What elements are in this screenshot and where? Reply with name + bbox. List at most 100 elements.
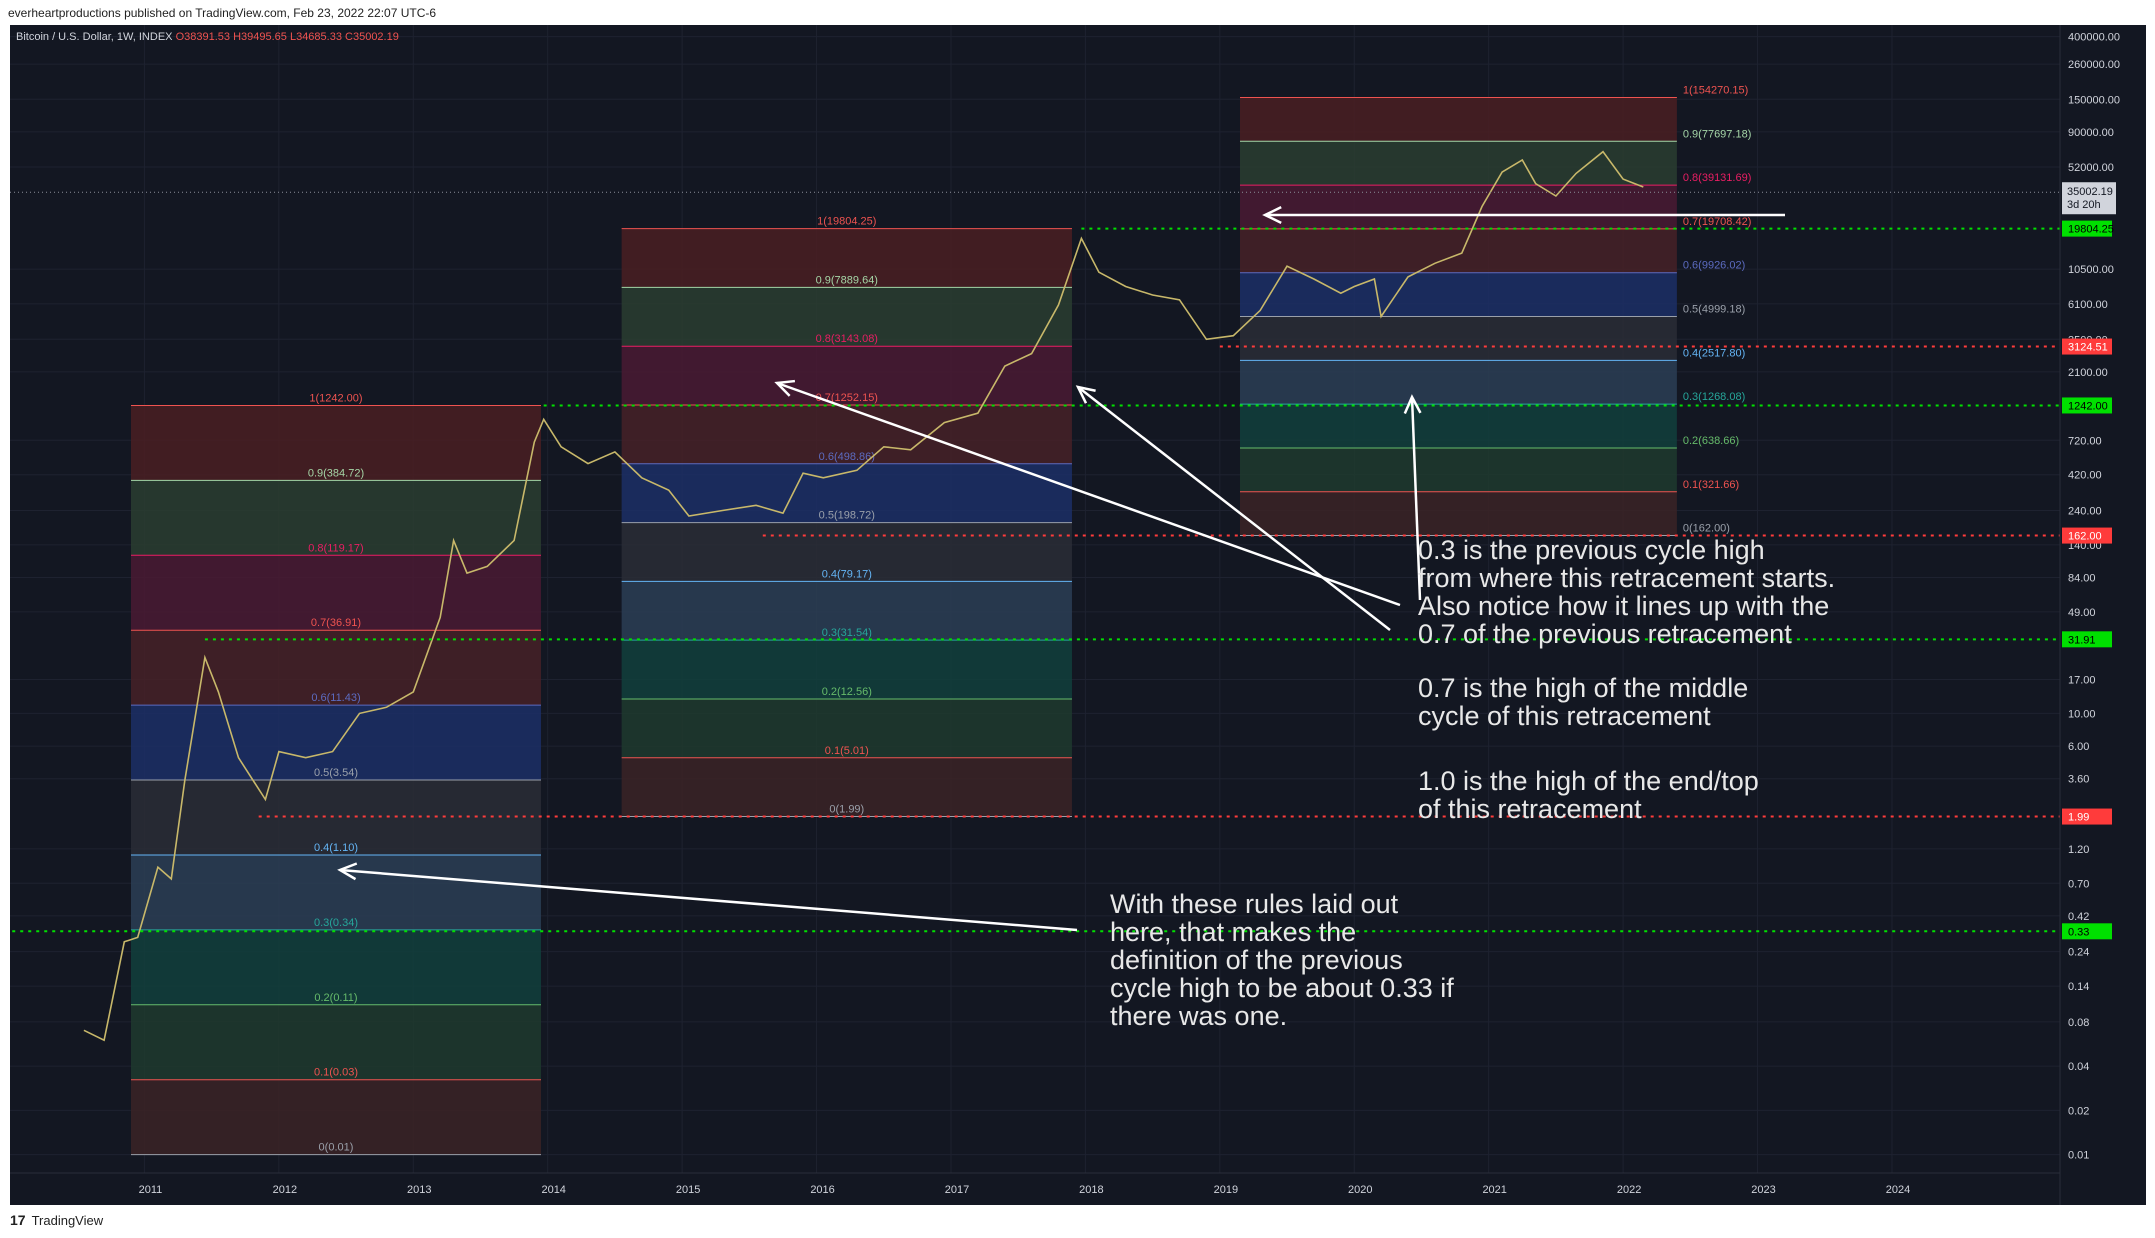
chart-area[interactable]: 0(0.01) 0.1(0.03) 0.2(0.11) 0.3(0.34) 0.4(1.… <box>0 25 2146 1205</box>
price-axis-tick: 90000.00 <box>2068 127 2114 139</box>
price-axis-badge <box>2062 397 2112 414</box>
arrow-shaft <box>339 868 1078 932</box>
price-axis-tick: 720.00 <box>2068 435 2102 447</box>
time-axis-tick: 2017 <box>945 1184 969 1196</box>
fib-level-label: 0.4(2517.80) <box>1683 347 1745 359</box>
time-axis-tick: 2013 <box>407 1184 431 1196</box>
symbol-title: Bitcoin / U.S. Dollar, 1W, INDEX <box>16 31 173 43</box>
price-axis-tick: 84.00 <box>2068 573 2096 585</box>
arrow-shaft <box>776 381 1401 607</box>
annotation-line: Also notice how it lines up with the <box>1418 591 1829 621</box>
price-axis-badge <box>2062 527 2112 544</box>
price-axis-tick: 0.42 <box>2068 911 2089 923</box>
publisher-header: everheartproductions published on Tradin… <box>8 6 437 20</box>
fib-zone <box>621 346 1072 405</box>
arrow-to-prev-cycle-high <box>1403 394 1422 601</box>
arrow-shaft <box>1410 396 1422 601</box>
price-axis-badge-label: 0.33 <box>2068 926 2089 938</box>
annotation-line: 1.0 is the high of the end/top <box>1418 766 1759 796</box>
price-axis-tick: 150000.00 <box>2068 94 2120 106</box>
annotation-line: of this retracement <box>1418 794 1642 824</box>
arrow-head <box>337 862 358 881</box>
price-axis-badge <box>2062 338 2112 355</box>
fib-level-label: 0.4(79.17) <box>822 568 872 580</box>
fib-level-label: 0.9(77697.18) <box>1683 128 1752 140</box>
price-axis-tick: 6100.00 <box>2068 299 2108 311</box>
fib-zone <box>1240 491 1677 536</box>
price-axis-tick: 420.00 <box>2068 470 2102 482</box>
price-axis-tick: 0.01 <box>2068 1150 2089 1162</box>
price-axis-badge <box>2062 808 2112 825</box>
fib-zone <box>621 698 1072 758</box>
price-axis-tick: 0.02 <box>2068 1105 2089 1117</box>
fib-level-label: 0.7(36.91) <box>311 617 361 629</box>
fib-zone <box>1240 316 1677 361</box>
price-axis-badge-label: 31.91 <box>2068 634 2096 646</box>
fib-level-label: 0.8(39131.69) <box>1683 172 1752 184</box>
fib-level-label: 0.6(11.43) <box>311 692 360 704</box>
price-axis-tick: 52000.00 <box>2068 162 2114 174</box>
fib-zone <box>130 705 541 781</box>
price-axis-tick: 0.70 <box>2068 878 2089 890</box>
arrow-to-2014-top <box>774 379 1401 607</box>
fib-zone <box>1240 447 1677 492</box>
arrow-head <box>774 379 796 397</box>
arrow-to-first-cycle <box>337 862 1078 932</box>
price-axis-tick: 49.00 <box>2068 607 2096 619</box>
price-axis-badge <box>2062 220 2112 237</box>
price-axis-badge-label: 162.00 <box>2068 531 2102 543</box>
fib-level-label: 0.5(4999.18) <box>1683 304 1745 316</box>
time-axis-tick: 2018 <box>1079 1184 1103 1196</box>
fib-level-label: 0.8(119.17) <box>308 542 363 554</box>
fib-zone <box>1240 185 1677 229</box>
fib-level-label: 1(19804.25) <box>817 216 876 228</box>
price-chart[interactable]: 0(0.01) 0.1(0.03) 0.2(0.11) 0.3(0.34) 0.4(1.… <box>0 25 2146 1205</box>
price-axis-tick: 17.00 <box>2068 675 2096 687</box>
fib-zone <box>621 640 1072 699</box>
fib-retracement-3: 0(162.00) 0.1(321.66) 0.2(638.66) 0.3(1268.… <box>1240 84 1752 537</box>
fib-level-label: 0.3(1268.08) <box>1683 391 1745 403</box>
fib-retracement-1: 0(0.01) 0.1(0.03) 0.2(0.11) 0.3(0.34) 0.4(1.… <box>130 392 541 1156</box>
arrow-head <box>1075 385 1096 404</box>
time-axis-tick: 2019 <box>1214 1184 1238 1196</box>
price-axis-tick: 0.14 <box>2068 981 2089 993</box>
fib-level-label: 1(1242.00) <box>309 392 362 404</box>
annotation-line: 0.3 is the previous cycle high <box>1418 535 1765 565</box>
fib-level-label: 0.6(9926.02) <box>1683 260 1745 272</box>
arrow-head <box>1262 206 1282 224</box>
fib-level-label: 0.3(0.34) <box>314 917 358 929</box>
annotation-line: 0.7 of the previous retracement <box>1418 619 1792 649</box>
fib-level-label: 0.1(321.66) <box>1683 479 1739 491</box>
arrow-shaft <box>1077 386 1391 631</box>
annotation-text-3: 1.0 is the high of the end/top of this re… <box>1418 766 1759 824</box>
fib-zone <box>621 404 1072 464</box>
arrow-to-2017-top <box>1262 206 1785 224</box>
annotation-line: here, that makes the <box>1110 917 1356 947</box>
annotation-line: 0.7 is the high of the middle <box>1418 673 1748 703</box>
price-axis-tick: 0.08 <box>2068 1017 2089 1029</box>
fib-level-label: 0.2(0.11) <box>314 992 357 1004</box>
annotation-line: With these rules laid out <box>1110 889 1399 919</box>
arrow-to-middle-cycle <box>1075 385 1391 631</box>
price-axis-tick: 0.24 <box>2068 947 2089 959</box>
price-axis-tick: 0.04 <box>2068 1061 2089 1073</box>
fib-level-label: 0.1(0.03) <box>314 1067 358 1079</box>
time-axis-tick: 2011 <box>139 1184 163 1196</box>
fib-level-label: 0.1(5.01) <box>825 745 869 757</box>
fib-level-label: 0.7(1252.15) <box>816 392 878 404</box>
fib-retracement-2: 0(1.99) 0.1(5.01) 0.2(12.56) 0.3(31.54) 0.4(… <box>621 216 1072 818</box>
last-price-label: 35002.19 <box>2067 186 2113 198</box>
fib-zone <box>621 757 1072 817</box>
fib-zone <box>130 1004 541 1080</box>
price-axis-tick: 400000.00 <box>2068 32 2120 44</box>
fib-level-label: 0.8(3143.08) <box>816 333 878 345</box>
symbol-legend: Bitcoin / U.S. Dollar, 1W, INDEX O38391.… <box>16 31 399 43</box>
price-axis-badge-label: 1242.00 <box>2068 400 2108 412</box>
price-axis-badge-label: 1.99 <box>2068 812 2089 824</box>
close-value: C35002.19 <box>345 31 399 43</box>
fib-level-label: 0.2(12.56) <box>822 686 872 698</box>
annotation-line: cycle of this retracement <box>1418 701 1711 731</box>
high-value: H39495.65 <box>233 31 287 43</box>
fib-zone <box>1240 360 1677 405</box>
fib-level-label: 0.6(498.86) <box>819 451 875 463</box>
